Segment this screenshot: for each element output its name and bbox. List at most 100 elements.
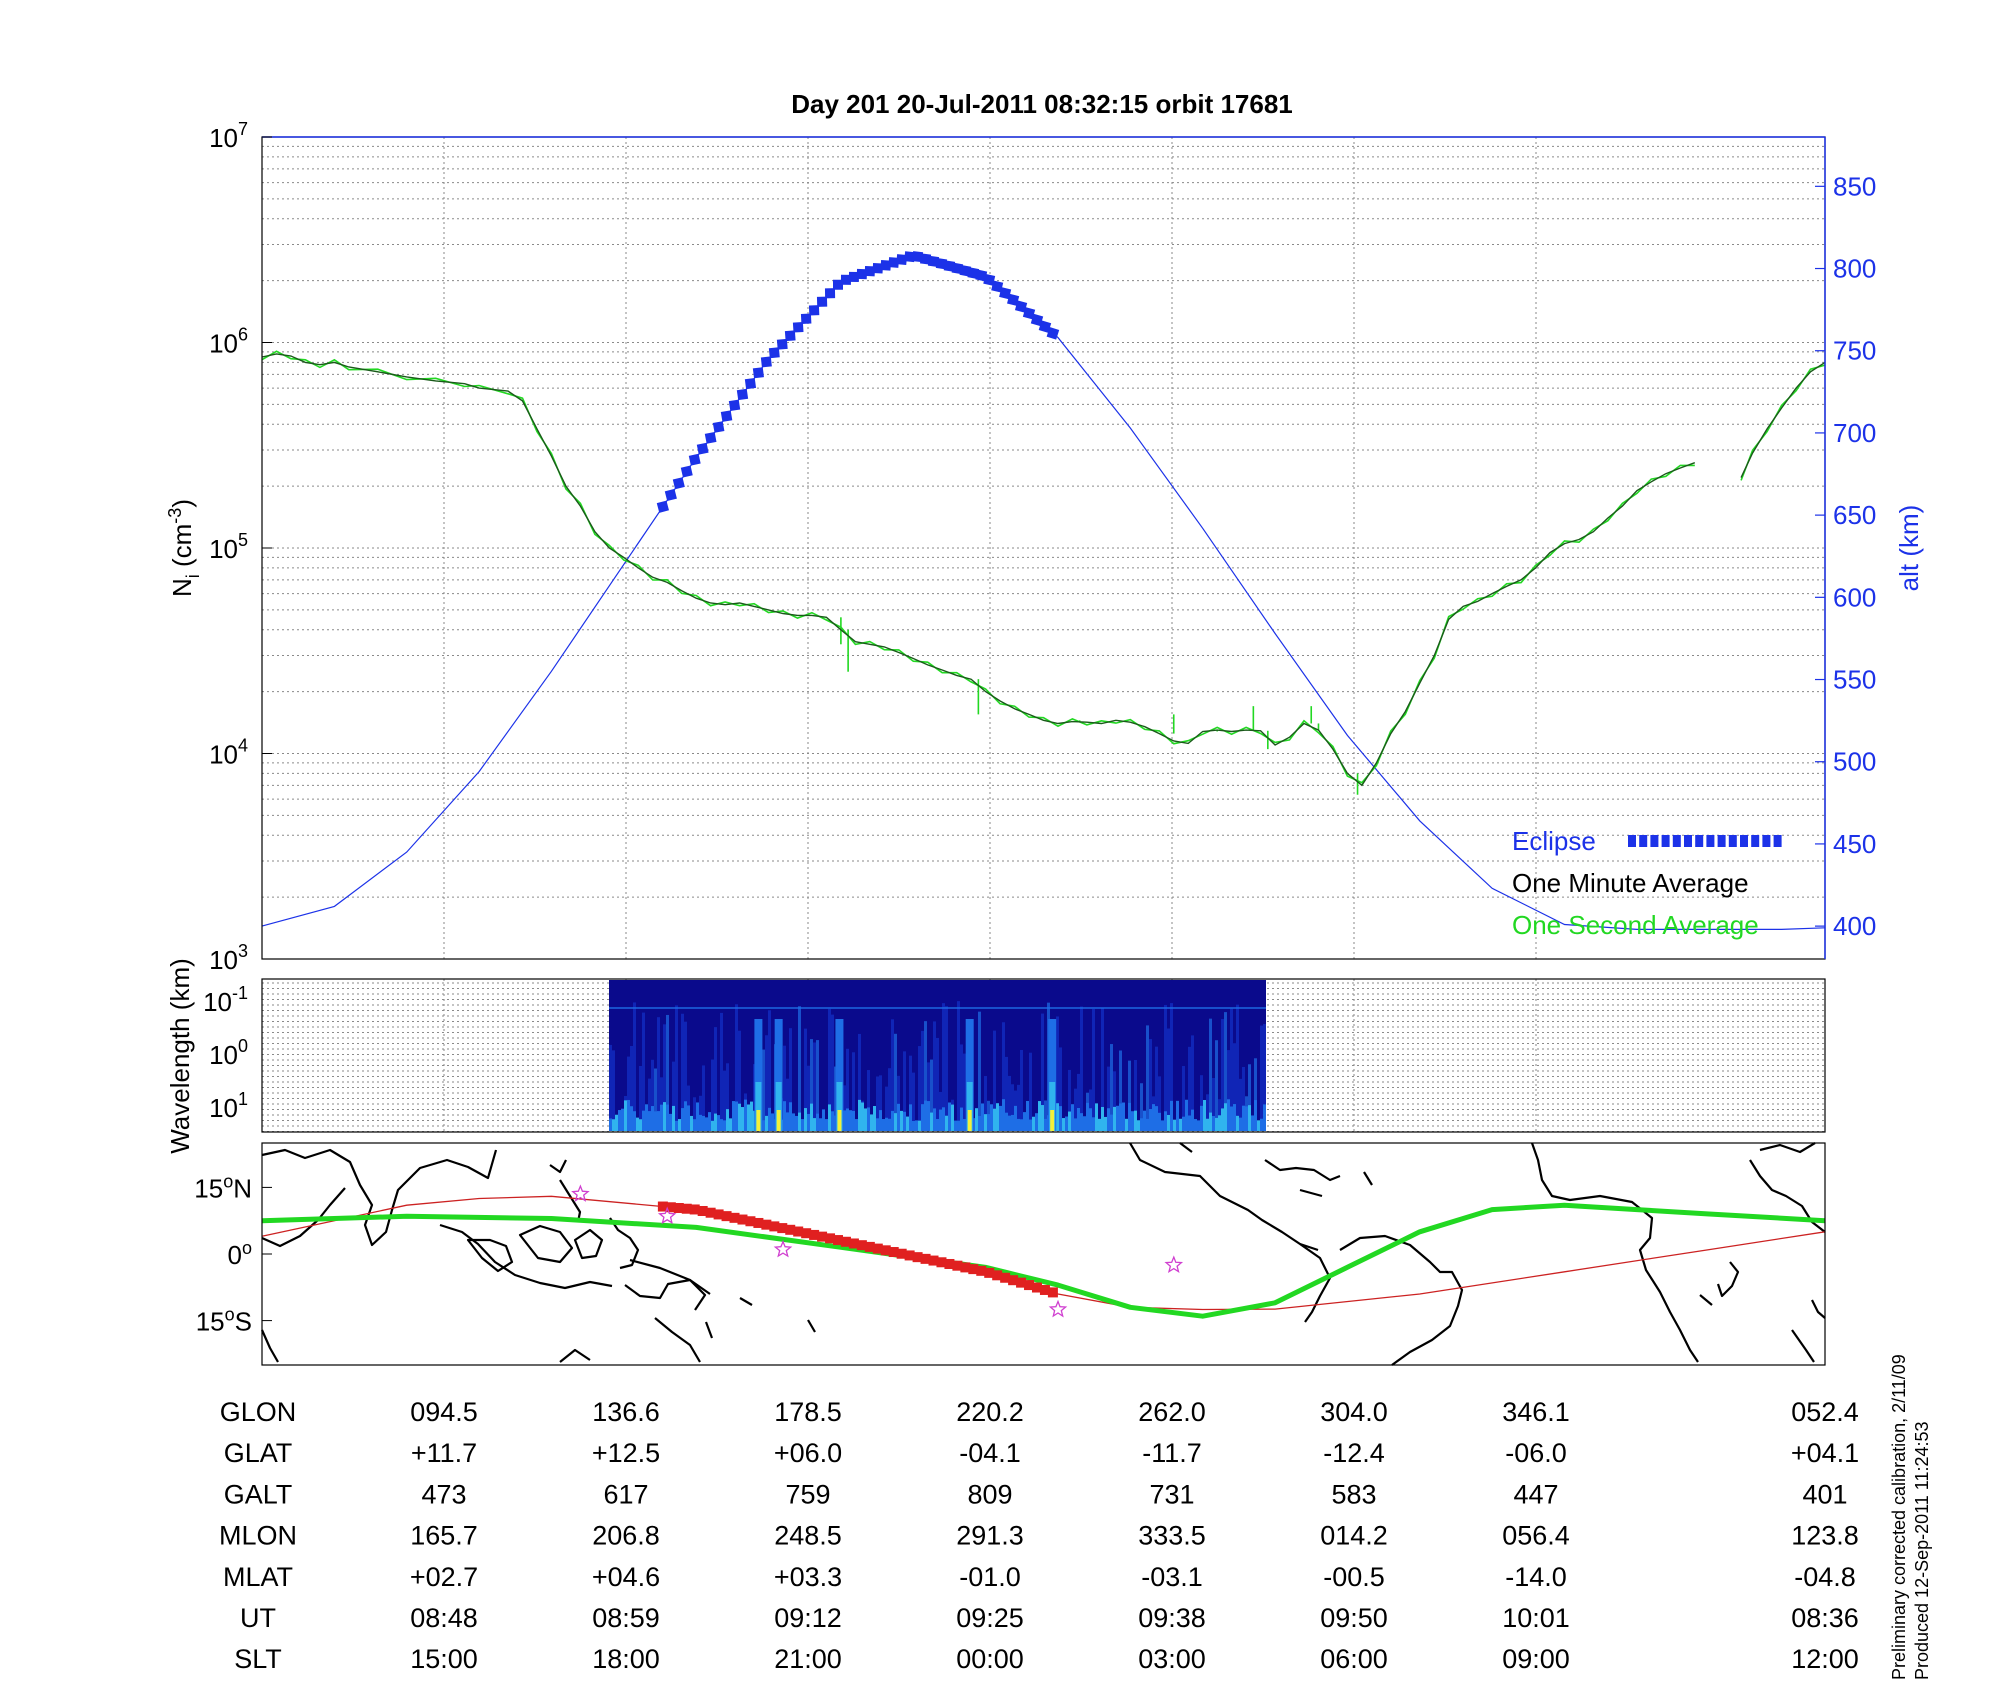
table-cell: 136.6 bbox=[592, 1397, 660, 1427]
spectrogram-cell bbox=[1038, 1101, 1041, 1131]
table-cell: 583 bbox=[1331, 1479, 1376, 1509]
spectrogram-cell bbox=[1260, 1118, 1263, 1131]
spectrogram-cell bbox=[1212, 1116, 1215, 1131]
spectrogram-cell bbox=[1056, 1103, 1059, 1131]
spectrogram-column bbox=[870, 1063, 873, 1131]
eclipse-track-marker bbox=[952, 1260, 963, 1271]
spectrogram-column bbox=[879, 1075, 882, 1131]
spectrogram-column bbox=[1107, 1066, 1110, 1131]
spectrogram-cell bbox=[990, 1104, 993, 1131]
ephemeris-table: GLON 094.5 136.6 178.5 220.2 262.0 304.0 346.1 0… bbox=[219, 1397, 1859, 1674]
spectrogram-column bbox=[636, 1067, 639, 1131]
spectrogram-column bbox=[1155, 1046, 1158, 1131]
spectrogram-cell bbox=[1209, 1112, 1212, 1131]
spectrogram-column bbox=[732, 1051, 735, 1131]
spectrogram-cell bbox=[657, 1111, 660, 1131]
spectrogram-column bbox=[855, 1091, 858, 1131]
y-tick-label: 106 bbox=[209, 325, 248, 359]
legend-eclipse-dash bbox=[1728, 835, 1737, 847]
spectrogram-column bbox=[1224, 1012, 1227, 1131]
spectrogram-column bbox=[717, 1037, 720, 1131]
eclipse-marker bbox=[832, 279, 844, 290]
alt-tick-label: 650 bbox=[1833, 500, 1876, 530]
spectrogram-cell bbox=[726, 1109, 729, 1131]
table-cell: 06:00 bbox=[1320, 1644, 1388, 1674]
table-cell: +02.7 bbox=[410, 1562, 478, 1592]
spectrogram-column bbox=[957, 1001, 960, 1131]
spectrogram-cell bbox=[918, 1120, 921, 1131]
table-cell: 617 bbox=[603, 1479, 648, 1509]
spectrogram-column bbox=[927, 1062, 930, 1131]
altitude-right-ticks: 850 800 750 700 650 600 550 500 450 400 bbox=[1815, 171, 1876, 941]
spectrogram-bright-column bbox=[776, 1110, 781, 1131]
spectrogram-bright-column bbox=[755, 1082, 762, 1131]
spectrogram-column bbox=[1170, 1003, 1173, 1131]
eclipse-track-marker bbox=[1031, 1282, 1042, 1293]
spectrogram-cell bbox=[870, 1114, 873, 1131]
eclipse-marker bbox=[880, 260, 892, 271]
table-cell: 18:00 bbox=[592, 1644, 660, 1674]
spectrogram-cell bbox=[681, 1108, 684, 1131]
spectrogram-column bbox=[1071, 1049, 1074, 1131]
spectrogram-column bbox=[711, 1059, 714, 1131]
spectrogram-column bbox=[633, 1002, 636, 1131]
spectrogram-column bbox=[1032, 1035, 1035, 1131]
spectrogram-bright-column bbox=[965, 1019, 974, 1131]
spectrogram-column bbox=[702, 1065, 705, 1131]
legend-label-one-second-average: One Second Average bbox=[1512, 910, 1759, 940]
eclipse-marker bbox=[752, 367, 764, 379]
spectrogram-cell bbox=[1107, 1108, 1110, 1131]
ion-density-series bbox=[261, 251, 1826, 930]
spectrogram-column bbox=[1236, 1004, 1239, 1131]
eclipse-track-marker bbox=[801, 1228, 812, 1239]
table-cell: -00.5 bbox=[1323, 1562, 1385, 1592]
spectrogram-cell bbox=[747, 1104, 750, 1131]
spectrogram-bright-column bbox=[966, 1082, 973, 1131]
eclipse-track-marker bbox=[920, 1253, 931, 1264]
position-star-marker bbox=[657, 1206, 677, 1225]
spectrogram-column bbox=[642, 1012, 645, 1131]
spectrogram-column bbox=[945, 1006, 948, 1131]
spectrogram-cell bbox=[1239, 1117, 1242, 1131]
spectrogram-cell bbox=[1206, 1118, 1209, 1131]
table-cell: 08:36 bbox=[1791, 1603, 1859, 1633]
spectrogram-cell bbox=[666, 1104, 669, 1131]
eclipse-track-marker bbox=[904, 1250, 915, 1261]
spectrogram-cell bbox=[792, 1113, 795, 1131]
eclipse-marker bbox=[912, 251, 924, 263]
table-cell: 03:00 bbox=[1138, 1644, 1206, 1674]
spectrogram-column bbox=[897, 1075, 900, 1131]
ion-density-gridlines bbox=[262, 137, 1825, 960]
eclipse-track-marker bbox=[753, 1217, 764, 1228]
spectrogram-cell bbox=[771, 1113, 774, 1131]
table-cell: 21:00 bbox=[774, 1644, 842, 1674]
spectrogram-cell bbox=[945, 1115, 948, 1131]
spectrogram-cell bbox=[786, 1112, 789, 1131]
eclipse-track-marker bbox=[689, 1204, 700, 1215]
spectrogram-column bbox=[1191, 1035, 1194, 1131]
spectrogram-cell bbox=[978, 1115, 981, 1131]
spectrogram-column bbox=[894, 1033, 897, 1131]
table-cell: 09:38 bbox=[1138, 1603, 1206, 1633]
eclipse-track-marker bbox=[872, 1243, 883, 1254]
spectrogram-cell bbox=[705, 1117, 708, 1131]
y-tick-label: 107 bbox=[209, 119, 248, 153]
spectrogram-cell bbox=[624, 1100, 627, 1131]
eclipse-track-marker bbox=[1047, 1287, 1058, 1298]
spectrogram-column bbox=[1161, 1086, 1164, 1131]
spectrogram-cell bbox=[831, 1111, 834, 1131]
spectrogram-column bbox=[810, 1039, 813, 1131]
spectrogram-cell bbox=[732, 1101, 735, 1131]
spectrogram-column bbox=[723, 1070, 726, 1131]
table-cell: 123.8 bbox=[1791, 1521, 1859, 1551]
spectrogram-column bbox=[1131, 1075, 1134, 1131]
spectrogram-column bbox=[1101, 1007, 1104, 1131]
spectrogram-column bbox=[1065, 1100, 1068, 1131]
eclipse-track-marker bbox=[761, 1219, 772, 1230]
spectrogram-cell bbox=[987, 1114, 990, 1131]
spectrogram-cell bbox=[1080, 1113, 1083, 1131]
spectrogram-cell bbox=[960, 1107, 963, 1131]
spectrogram-column bbox=[813, 1042, 816, 1131]
eclipse-track-marker bbox=[880, 1245, 891, 1256]
